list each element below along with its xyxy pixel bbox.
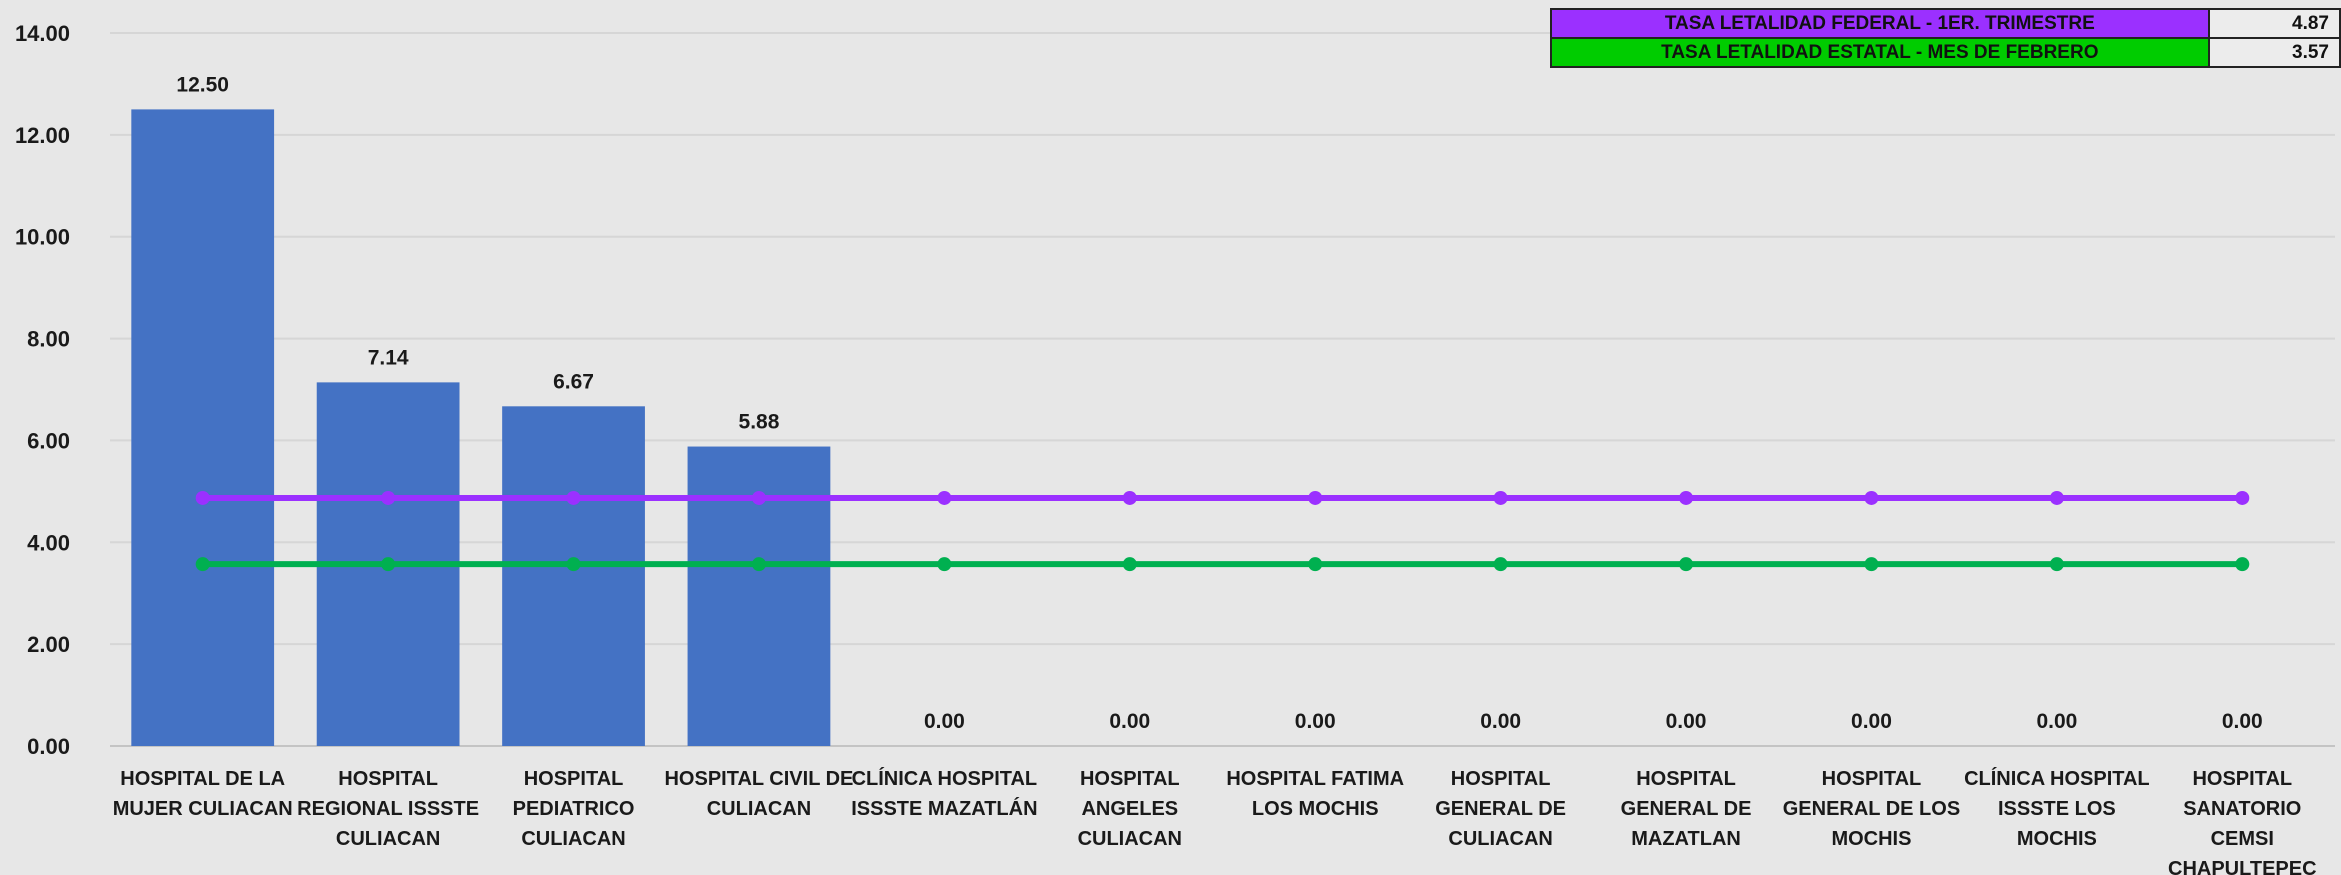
x-tick-label: HOSPITAL DE LA MUJER CULIACAN bbox=[113, 768, 293, 820]
data-label: 0.00 bbox=[1109, 710, 1150, 733]
data-label: 0.00 bbox=[1480, 710, 1521, 733]
x-tick-label: HOSPITAL FATIMA LOS MOCHIS bbox=[1226, 768, 1404, 820]
reference-point bbox=[1122, 557, 1137, 572]
legend-row-federal: TASA LETALIDAD FEDERAL - 1ER. TRIMESTRE … bbox=[1550, 8, 2341, 39]
y-tick-label: 14.00 bbox=[15, 21, 70, 46]
y-tick-label: 0.00 bbox=[27, 734, 70, 759]
y-tick-label: 2.00 bbox=[27, 632, 70, 657]
x-tick-label: HOSPITAL CIVIL DE CULIACAN bbox=[664, 768, 853, 820]
data-label: 12.50 bbox=[176, 73, 229, 96]
x-tick-label: HOSPITAL SANATORIO CEMSI CHAPULTEPEC bbox=[2168, 768, 2317, 875]
reference-point bbox=[1864, 490, 1879, 505]
data-label: 0.00 bbox=[1666, 710, 1707, 733]
gridlines bbox=[110, 32, 2335, 747]
legend-row-estatal: TASA LETALIDAD ESTATAL - MES DE FEBRERO … bbox=[1550, 37, 2341, 68]
legend-table: TASA LETALIDAD FEDERAL - 1ER. TRIMESTRE … bbox=[1550, 8, 2341, 68]
legend-value-estatal: 3.57 bbox=[2207, 37, 2341, 68]
x-tick-label: HOSPITAL PEDIATRICO CULIACAN bbox=[513, 768, 635, 850]
reference-point bbox=[195, 557, 210, 572]
x-tick-label: CLÍNICA HOSPITAL ISSSTE LOS MOCHIS bbox=[1964, 767, 2150, 850]
reference-point bbox=[1679, 557, 1694, 572]
legend-value-federal: 4.87 bbox=[2207, 8, 2341, 39]
reference-point bbox=[1308, 557, 1323, 572]
reference-point bbox=[381, 557, 396, 572]
reference-point bbox=[1308, 490, 1323, 505]
bar bbox=[502, 406, 645, 746]
y-tick-label: 8.00 bbox=[27, 327, 70, 352]
reference-point bbox=[566, 490, 581, 505]
reference-point bbox=[2235, 490, 2250, 505]
reference-point bbox=[2049, 490, 2064, 505]
x-tick-label: CLÍNICA HOSPITAL ISSSTE MAZATLÁN bbox=[851, 767, 1037, 820]
data-label: 6.67 bbox=[553, 370, 594, 393]
reference-point bbox=[1493, 557, 1508, 572]
x-tick-label: HOSPITAL REGIONAL ISSSTE CULIACAN bbox=[297, 768, 479, 850]
y-axis-ticks: 0.00 2.00 4.00 6.00 8.00 10.00 12.00 14.00 bbox=[15, 21, 70, 759]
y-tick-label: 12.00 bbox=[15, 123, 70, 148]
data-label: 0.00 bbox=[2036, 710, 2077, 733]
reference-point bbox=[2235, 557, 2250, 572]
reference-point bbox=[2049, 557, 2064, 572]
data-label: 5.88 bbox=[739, 411, 780, 434]
reference-point bbox=[195, 490, 210, 505]
data-label: 7.14 bbox=[368, 346, 409, 369]
data-label: 0.00 bbox=[2222, 710, 2263, 733]
x-tick-label: HOSPITAL ANGELES CULIACAN bbox=[1078, 768, 1182, 850]
reference-point bbox=[1493, 490, 1508, 505]
legend-label-estatal: TASA LETALIDAD ESTATAL - MES DE FEBRERO bbox=[1550, 37, 2210, 68]
y-tick-label: 4.00 bbox=[27, 530, 70, 555]
x-tick-label: HOSPITAL GENERAL DE MAZATLAN bbox=[1621, 768, 1752, 850]
reference-point bbox=[937, 490, 952, 505]
y-tick-label: 10.00 bbox=[15, 225, 70, 250]
reference-point bbox=[1679, 490, 1694, 505]
x-tick-label: HOSPITAL GENERAL DE LOS MOCHIS bbox=[1783, 768, 1960, 850]
reference-point bbox=[381, 490, 396, 505]
reference-point bbox=[751, 557, 766, 572]
value-labels: 12.50 7.14 6.67 5.88 0.00 0.00 0.00 0.00 0.00 0.0… bbox=[176, 73, 2262, 733]
data-label: 0.00 bbox=[1851, 710, 1892, 733]
reference-point bbox=[566, 557, 581, 572]
data-label: 0.00 bbox=[1295, 710, 1336, 733]
reference-point bbox=[937, 557, 952, 572]
x-tick-label: HOSPITAL GENERAL DE CULIACAN bbox=[1435, 768, 1566, 850]
y-tick-label: 6.00 bbox=[27, 428, 70, 453]
reference-point bbox=[1864, 557, 1879, 572]
reference-point bbox=[1122, 490, 1137, 505]
bars bbox=[131, 109, 831, 746]
legend-label-federal: TASA LETALIDAD FEDERAL - 1ER. TRIMESTRE bbox=[1550, 8, 2210, 39]
reference-point bbox=[751, 490, 766, 505]
data-label: 0.00 bbox=[924, 710, 965, 733]
bar bbox=[131, 109, 275, 746]
reference-lines bbox=[195, 490, 2250, 572]
